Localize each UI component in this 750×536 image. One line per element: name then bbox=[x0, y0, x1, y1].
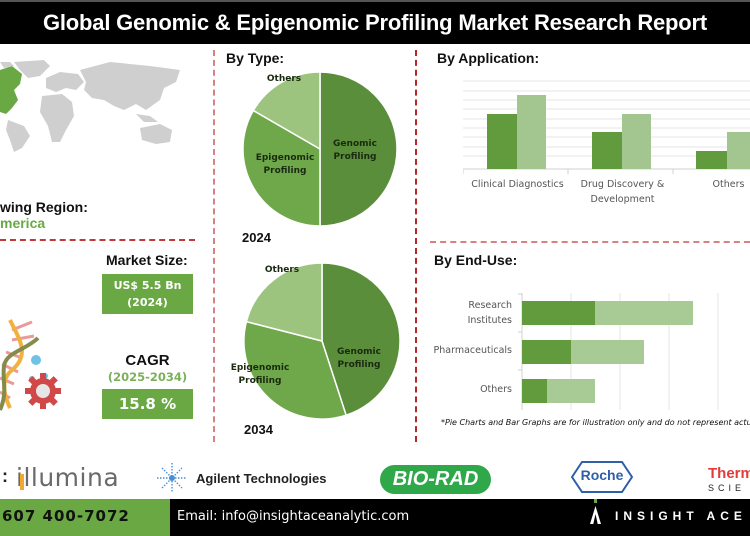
pie-2034-label-genomic: Genomic Profiling bbox=[337, 347, 381, 370]
illumina-logo: illumina bbox=[16, 463, 120, 492]
end-use-label-research: Research Institutes bbox=[467, 300, 512, 326]
divider bbox=[430, 241, 750, 243]
insight-ace-logo-icon bbox=[590, 499, 602, 527]
gear-icon bbox=[24, 372, 62, 410]
footer-email-bar: Email: info@insightaceanalytic.com INSIG… bbox=[170, 499, 750, 536]
cagr-period: (2025-2034) bbox=[107, 370, 188, 384]
application-label-drug-discovery: Drug Discovery & Development bbox=[580, 179, 665, 205]
cagr-badge: 15.8 % bbox=[102, 389, 193, 419]
pie-2034-label-others: Others bbox=[264, 265, 300, 275]
pie-2034-label-epigenomic: Epigenomic Profiling bbox=[230, 363, 290, 386]
end-use-label-pharmaceuticals: Pharmaceuticals bbox=[433, 345, 512, 356]
cagr-label: CAGR bbox=[125, 352, 170, 369]
market-size-label: Market Size: bbox=[106, 252, 188, 268]
brand-name: INSIGHT ACE A bbox=[615, 509, 750, 523]
pie-chart-2024 bbox=[242, 71, 398, 227]
page-title: Global Genomic & Epigenomic Profiling Ma… bbox=[0, 0, 750, 44]
end-use-label-others: Others bbox=[480, 384, 512, 395]
pie-2024-year: 2024 bbox=[242, 230, 271, 245]
market-size-badge: US$ 5.5 Bn (2024) bbox=[102, 274, 193, 314]
application-label-clinical: Clinical Diagnostics bbox=[471, 179, 564, 190]
divider bbox=[415, 50, 417, 442]
agilent-starburst-icon bbox=[156, 462, 188, 494]
pie-chart-2034 bbox=[243, 262, 401, 420]
biorad-logo: BIO-RAD bbox=[380, 465, 491, 494]
companies-label: : bbox=[2, 466, 8, 486]
region-value: merica bbox=[0, 215, 46, 231]
divider bbox=[213, 50, 215, 442]
region-label: wing Region: bbox=[0, 199, 88, 215]
end-use-bar-chart bbox=[518, 293, 750, 410]
by-end-use-title: By End-Use: bbox=[434, 252, 518, 268]
divider bbox=[0, 239, 195, 241]
pie-2024-label-others: Others bbox=[266, 74, 302, 84]
market-size-value: US$ 5.5 Bn bbox=[113, 279, 182, 292]
by-application-title: By Application: bbox=[437, 50, 540, 66]
by-type-title: By Type: bbox=[226, 50, 285, 66]
disclaimer-text: *Pie Charts and Bar Graphs are for illus… bbox=[441, 418, 750, 427]
application-bar-chart bbox=[462, 80, 750, 175]
phone-number[interactable]: 607 400-7072 bbox=[2, 507, 130, 525]
cagr-value: 15.8 % bbox=[118, 395, 177, 413]
agilent-logo: Agilent Technologies bbox=[196, 471, 327, 486]
application-label-others: Others bbox=[712, 179, 745, 190]
email-link[interactable]: Email: info@insightaceanalytic.com bbox=[177, 509, 410, 524]
pie-2034-year: 2034 bbox=[244, 422, 273, 437]
roche-hexagon-logo: Roche bbox=[570, 461, 634, 493]
illumina-dot-icon bbox=[20, 474, 24, 490]
market-size-year: (2024) bbox=[127, 296, 168, 309]
world-map-icon bbox=[0, 60, 190, 152]
pie-2024-label-genomic: Genomic Profiling bbox=[333, 139, 377, 162]
thermo-logo: Therm SCIE bbox=[708, 466, 750, 493]
pie-2024-label-epigenomic: Epigenomic Profiling bbox=[255, 153, 315, 176]
footer-phone-bar: 607 400-7072 bbox=[0, 499, 170, 536]
